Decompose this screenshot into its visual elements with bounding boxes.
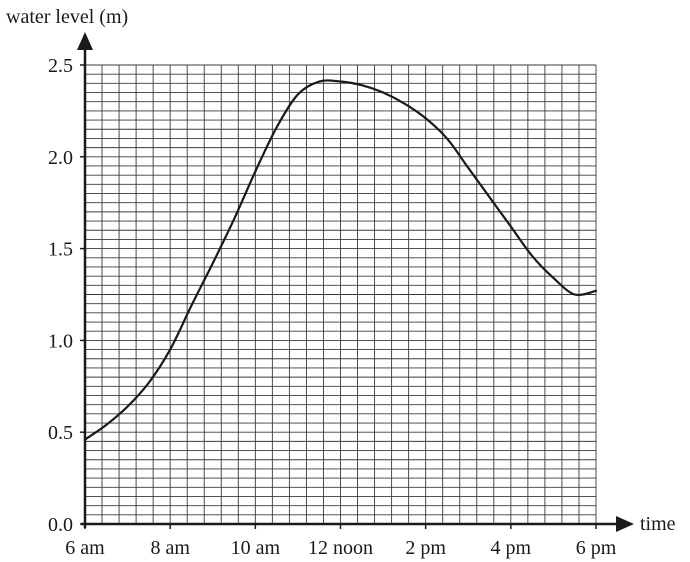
y-tick-label: 2.0 [48, 147, 73, 169]
x-tick-label: 8 am [150, 537, 190, 559]
y-tick-labels: 0.0 0.5 1.0 1.5 2.0 2.5 [48, 55, 85, 536]
x-tick-label: 12 noon [308, 537, 373, 559]
x-tick-label: 6 am [65, 537, 105, 559]
x-tick-labels: 6 am 8 am 10 am 12 noon 2 pm 4 pm 6 pm [65, 524, 617, 559]
water-level-curve [83, 79, 598, 441]
x-tick-label: 10 am [231, 537, 281, 559]
y-tick-label: 1.5 [48, 239, 73, 261]
y-tick-label: 0.0 [48, 514, 73, 536]
y-axis-arrow [77, 32, 93, 50]
y-tick-label: 1.0 [48, 330, 73, 352]
x-axis-label: time [640, 513, 676, 535]
y-axis-label: water level (m) [6, 6, 128, 28]
x-tick-label: 2 pm [405, 537, 446, 559]
grid [84, 64, 597, 525]
y-tick-label: 2.5 [48, 55, 73, 77]
axes [77, 32, 634, 532]
x-tick-label: 4 pm [491, 537, 532, 559]
x-tick-label: 6 pm [576, 537, 617, 559]
y-tick-label: 0.5 [48, 422, 73, 444]
x-axis-arrow [616, 516, 634, 532]
